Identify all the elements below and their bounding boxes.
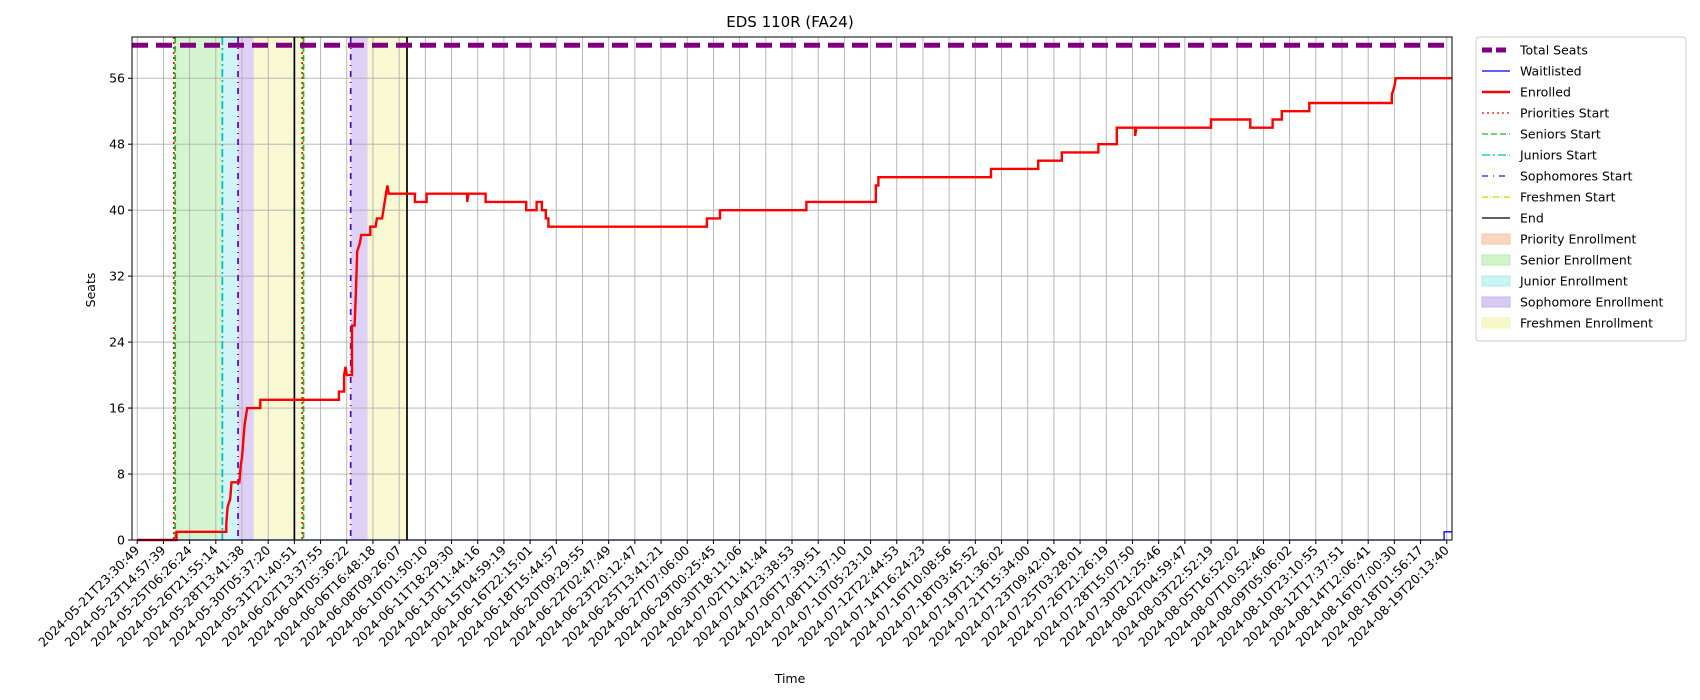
shaded-region: [294, 37, 304, 540]
legend-label: Sophomores Start: [1520, 169, 1633, 184]
legend-label: Junior Enrollment: [1519, 274, 1628, 289]
legend-label: Priority Enrollment: [1520, 232, 1637, 247]
legend-label: Freshmen Enrollment: [1520, 316, 1653, 331]
legend-swatch: [1481, 233, 1511, 245]
y-tick-label: 8: [117, 467, 125, 482]
y-tick-label: 24: [109, 335, 125, 350]
legend-label: Sophomore Enrollment: [1520, 295, 1664, 310]
vertical-markers: [173, 37, 408, 540]
legend: Total Seats Waitlisted Enrolled Priorities …: [1475, 36, 1687, 342]
legend-swatch: [1481, 254, 1511, 266]
shaded-region: [253, 37, 295, 540]
legend-swatch: [1481, 275, 1511, 287]
legend-label: Total Seats: [1519, 43, 1588, 58]
series-enrolled: [137, 77, 1452, 542]
y-tick-label: 0: [117, 533, 125, 548]
shaded-region: [350, 37, 368, 540]
legend-label: Freshmen Start: [1520, 190, 1616, 205]
legend-label: Waitlisted: [1520, 64, 1582, 79]
legend-label: Priorities Start: [1520, 106, 1609, 121]
series-waitlisted: [137, 531, 1452, 541]
x-axis-label: Time: [774, 671, 806, 686]
y-axis-label: Seats: [83, 273, 98, 308]
shaded-region: [367, 37, 407, 540]
legend-label: Enrolled: [1520, 85, 1571, 100]
y-tick-label: 56: [109, 71, 125, 86]
y-tick-label: 16: [109, 401, 125, 416]
legend-label: End: [1520, 211, 1544, 226]
legend-swatch: [1481, 317, 1511, 329]
y-tick-label: 48: [109, 137, 125, 152]
legend-swatch: [1481, 296, 1511, 308]
chart-title: EDS 110R (FA24): [726, 13, 853, 31]
legend-box: [1475, 36, 1687, 342]
grid-lines: [132, 37, 1452, 541]
axes: 081624324048562024-05-21T23:30:492024-05…: [35, 36, 1453, 650]
y-tick-label: 40: [109, 203, 125, 218]
legend-label: Senior Enrollment: [1520, 253, 1632, 268]
shaded-regions: [175, 37, 407, 540]
shaded-region: [222, 37, 239, 540]
legend-label: Juniors Start: [1519, 148, 1597, 163]
y-tick-label: 32: [109, 269, 125, 284]
legend-label: Seniors Start: [1520, 127, 1601, 142]
shaded-region: [175, 37, 223, 540]
